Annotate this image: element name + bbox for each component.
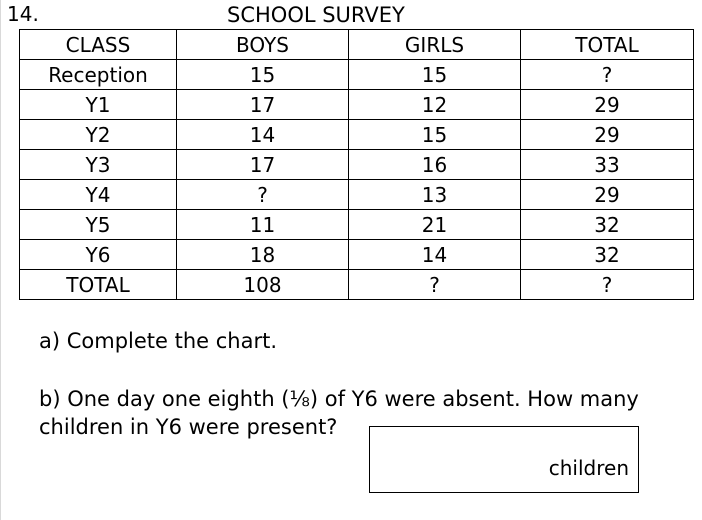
- girls-cell: 21: [348, 209, 521, 240]
- class-cell: Y6: [19, 239, 177, 270]
- class-cell: TOTAL: [19, 269, 177, 300]
- class-cell: Y2: [19, 119, 177, 150]
- total-cell: 29: [520, 119, 694, 150]
- question-part-a: a) Complete the chart.: [39, 329, 278, 353]
- question-number: 14.: [7, 2, 39, 26]
- total-cell: ?: [520, 59, 694, 90]
- boys-cell: 11: [176, 209, 349, 240]
- girls-cell: 15: [348, 119, 521, 150]
- boys-cell: 15: [176, 59, 349, 90]
- girls-cell: 14: [348, 239, 521, 270]
- girls-cell: 16: [348, 149, 521, 180]
- total-cell: 32: [520, 239, 694, 270]
- girls-cell: ?: [348, 269, 521, 300]
- total-cell: 29: [520, 179, 694, 210]
- boys-cell: 18: [176, 239, 349, 270]
- class-cell: Y1: [19, 89, 177, 120]
- boys-cell: ?: [176, 179, 349, 210]
- boys-cell: 17: [176, 149, 349, 180]
- table-row-total: TOTAL 108 ? ?: [19, 269, 694, 300]
- boys-cell: 14: [176, 119, 349, 150]
- total-cell: 32: [520, 209, 694, 240]
- table-header-row: CLASS BOYS GIRLS TOTAL: [19, 29, 694, 60]
- header-class: CLASS: [19, 29, 177, 60]
- table-row: Y4 ? 13 29: [19, 179, 694, 210]
- table-row: Y5 11 21 32: [19, 209, 694, 240]
- header-total: TOTAL: [520, 29, 694, 60]
- answer-box[interactable]: children: [369, 426, 639, 493]
- class-cell: Y5: [19, 209, 177, 240]
- class-cell: Reception: [19, 59, 177, 90]
- girls-cell: 13: [348, 179, 521, 210]
- class-cell: Y3: [19, 149, 177, 180]
- table-row: Reception 15 15 ?: [19, 59, 694, 90]
- total-cell: ?: [520, 269, 694, 300]
- girls-cell: 15: [348, 59, 521, 90]
- boys-cell: 17: [176, 89, 349, 120]
- table-row: Y6 18 14 32: [19, 239, 694, 270]
- total-cell: 29: [520, 89, 694, 120]
- class-cell: Y4: [19, 179, 177, 210]
- total-cell: 33: [520, 149, 694, 180]
- table-row: Y2 14 15 29: [19, 119, 694, 150]
- survey-title: SCHOOL SURVEY: [227, 3, 405, 27]
- question-part-b: b) One day one eighth (⅛) of Y6 were abs…: [39, 387, 639, 439]
- survey-table: CLASS BOYS GIRLS TOTAL Reception 15 15 ?…: [19, 29, 694, 300]
- table-row: Y1 17 12 29: [19, 89, 694, 120]
- answer-unit-label: children: [548, 456, 629, 480]
- table-row: Y3 17 16 33: [19, 149, 694, 180]
- girls-cell: 12: [348, 89, 521, 120]
- header-girls: GIRLS: [348, 29, 521, 60]
- header-boys: BOYS: [176, 29, 349, 60]
- boys-cell: 108: [176, 269, 349, 300]
